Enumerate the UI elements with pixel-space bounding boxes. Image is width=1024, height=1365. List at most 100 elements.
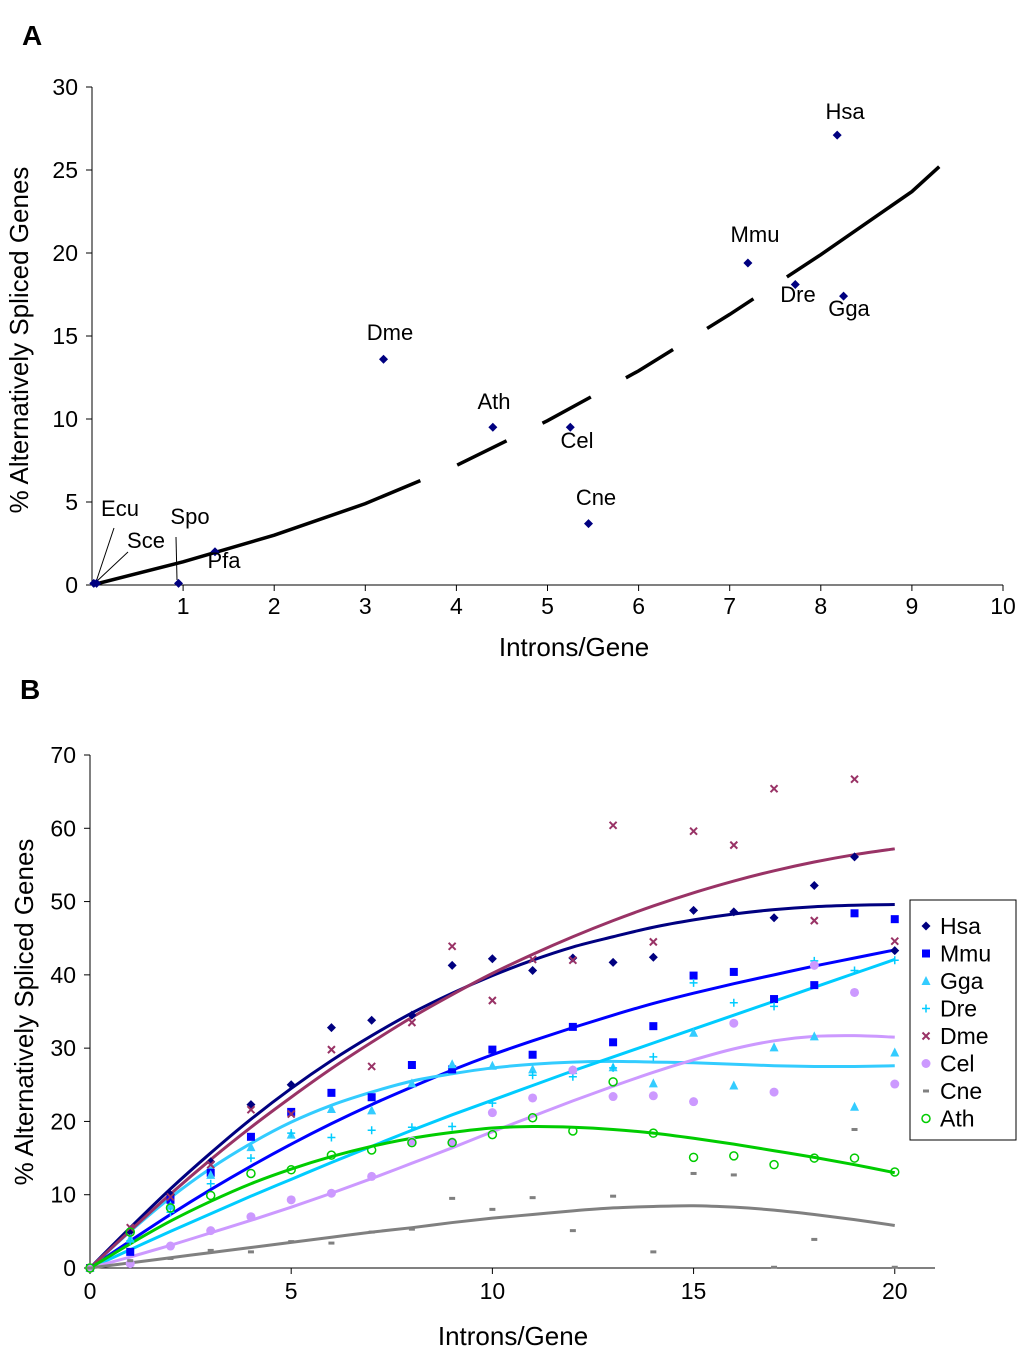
panel-a-x-tick-label: 9 [906, 593, 919, 619]
panel-a-y-tick-label: 0 [65, 572, 78, 598]
panel-b-point-cel [608, 1092, 618, 1102]
panel-a-x-tick-label: 8 [814, 593, 827, 619]
panel-b-point-dme [447, 942, 457, 951]
legend-marker-cne [923, 1089, 929, 1093]
legend-label-hsa: Hsa [940, 913, 981, 939]
panel-b-point-cne [610, 1194, 617, 1198]
panel-b-point-dme [769, 784, 779, 793]
panel-b-point-mmu [729, 967, 738, 976]
panel-b-point-cne [167, 1256, 174, 1260]
panel-b-point-cne [569, 1229, 576, 1233]
panel-a-point-label: Dre [780, 282, 815, 307]
panel-b-point-dre [448, 1122, 457, 1131]
panel-b-point-dme [649, 937, 658, 947]
panel-b-point-cel [769, 1087, 779, 1097]
panel-b-point-cel [729, 1018, 739, 1028]
panel-b-point-mmu [568, 1022, 577, 1031]
panel-b-point-gga [206, 1169, 216, 1179]
panel-b-letter: B [20, 674, 40, 705]
panel-b-point-mmu [810, 981, 819, 990]
panel-a-point-label: Ath [477, 389, 510, 414]
panel-b-point-hsa [286, 1080, 296, 1090]
panel-a-trend-line [91, 165, 941, 587]
panel-a-y-tick-label: 30 [52, 74, 78, 100]
panel-b-point-hsa [689, 905, 699, 915]
panel-b-y-tick-label: 50 [50, 889, 76, 915]
panel-b-point-cne [247, 1250, 254, 1254]
panel-b-fit-line-hsa [88, 903, 895, 1270]
panel-b-point-dre [126, 1236, 135, 1245]
panel-b-point-gga [246, 1142, 256, 1152]
panel-b-point-ath [487, 1129, 498, 1140]
panel-b-point-dme [488, 996, 497, 1005]
panel-b-point-dre [206, 1179, 215, 1188]
panel-a-y-tick-label: 5 [65, 489, 78, 515]
panel-b-point-ath [568, 1126, 578, 1136]
panel-b-point-ath [890, 1167, 900, 1177]
panel-b-point-gga [689, 1027, 699, 1037]
panel-b-point-cel [850, 987, 860, 997]
panel-b-point-dre [407, 1123, 416, 1132]
panel-b-point-gga [769, 1042, 779, 1052]
panel-a-y-axis-label: % Alternatively Spliced Genes [4, 167, 34, 514]
panel-b-x-tick-label: 10 [480, 1278, 506, 1304]
panel-b-point-cne [690, 1171, 697, 1175]
panel-b-point-ath [769, 1159, 779, 1170]
panel-b-point-cel [487, 1108, 497, 1118]
panel-a-y-tick-label: 15 [52, 323, 78, 349]
panel-a-point-cne [583, 519, 593, 529]
panel-b-point-ath [809, 1153, 820, 1163]
panel-b-point-dme [528, 955, 537, 964]
panel-a-point-label: Spo [170, 504, 209, 529]
panel-b-point-cne [891, 1265, 898, 1269]
panel-b-point-dre [327, 1133, 336, 1142]
panel-b-point-dme [608, 821, 618, 830]
panel-b-point-ath [246, 1168, 256, 1179]
panel-b-point-mmu [609, 1038, 618, 1047]
panel-b-point-mmu [126, 1247, 135, 1256]
panel-b-point-gga [648, 1078, 658, 1088]
panel-b-point-dme [689, 827, 698, 836]
panel-b-point-cel [689, 1097, 699, 1107]
panel-a-point-pfa [210, 547, 220, 557]
panel-b-point-ath [608, 1077, 618, 1087]
panel-a-point-dme [379, 354, 389, 364]
panel-b-point-hsa [447, 960, 457, 970]
panel-b-point-dre [609, 1063, 618, 1072]
panel-b-point-mmu [528, 1050, 537, 1059]
panel-a-x-tick-label: 5 [541, 593, 554, 619]
panel-b-point-ath [286, 1165, 296, 1175]
panel-a-point-label: Dme [367, 320, 413, 345]
panel-a-y-tick-label: 10 [52, 406, 78, 432]
panel-b-point-hsa [367, 1015, 377, 1025]
panel-a-x-axis-label: Introns/Gene [499, 632, 649, 662]
panel-b-point-cel [367, 1171, 377, 1181]
panel-a-leader-line [95, 527, 115, 583]
panel-b-point-ath [205, 1190, 216, 1201]
panel-a-point-label: Pfa [207, 548, 241, 573]
panel-a-x-tick-label: 7 [723, 593, 736, 619]
panel-b-point-cne [328, 1241, 335, 1245]
panel-a-x-tick-label: 2 [268, 593, 281, 619]
legend-marker-cel [921, 1059, 931, 1068]
panel-b-point-dre [770, 1002, 779, 1011]
panel-b-point-dre [488, 1099, 497, 1108]
panel-b-point-hsa [850, 852, 860, 862]
panel-b-point-dme [810, 916, 819, 925]
panel-b-y-tick-label: 0 [63, 1255, 76, 1281]
legend-marker-gga [921, 976, 931, 985]
panel-b-point-mmu [689, 971, 698, 980]
panel-b-point-cel [246, 1212, 256, 1222]
panel-a-point-label: Hsa [825, 99, 865, 124]
panel-b-point-mmu [770, 995, 779, 1004]
panel-b-point-ath [447, 1137, 457, 1148]
legend-marker-ath [921, 1113, 931, 1124]
legend-label-dme: Dme [940, 1023, 989, 1049]
panel-b-point-dme [166, 1192, 175, 1202]
panel-b-point-ath [125, 1227, 135, 1237]
panel-a-point-label: Gga [828, 296, 870, 321]
panel-b-point-hsa [809, 880, 819, 890]
panel-b-point-cel [568, 1065, 578, 1075]
